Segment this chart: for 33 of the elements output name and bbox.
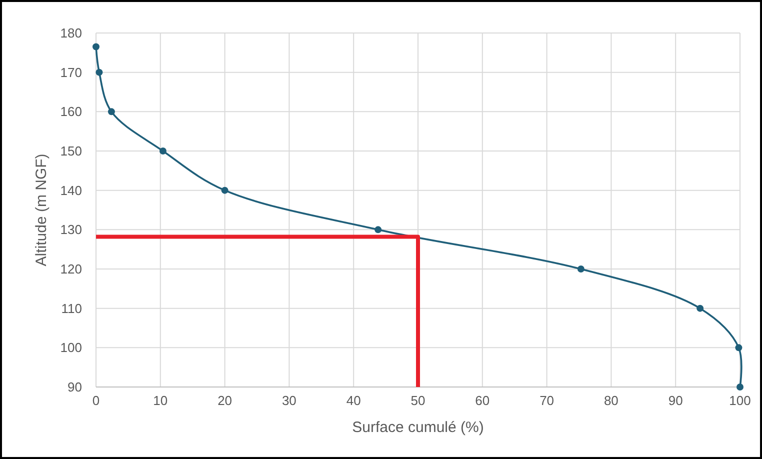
x-axis-title: Surface cumulé (%) [352,419,484,436]
y-tick-label: 150 [60,144,82,158]
x-tick-label: 10 [153,393,168,408]
x-tick-label: 50 [410,393,426,408]
point [108,108,115,116]
y-tick-label: 90 [68,380,82,394]
x-tick-label: 90 [668,393,683,408]
point [577,266,584,272]
point [374,226,382,234]
y-tick-label: 140 [60,182,82,198]
y-tick-label: 110 [61,300,82,316]
y-tick-label: 180 [60,26,82,40]
point [735,344,742,352]
y-axis-title: Altitude (m NGF) [33,154,50,266]
x-tick-label: 70 [540,393,554,408]
point [696,304,704,312]
point [221,186,228,194]
x-tick-label: 30 [282,393,296,408]
x-tick-label: 0 [92,393,100,408]
y-tick-label: 100 [60,340,82,356]
y-tick-label: 130 [60,222,82,238]
x-tick-label: 100 [729,393,751,408]
point [159,148,166,154]
x-tick-label: 40 [346,393,361,408]
x-tick-label: 80 [604,393,618,408]
point [736,384,744,390]
point [96,68,103,76]
point [92,43,100,50]
y-tick-label: 170 [60,64,82,80]
x-tick-label: 20 [218,393,232,408]
y-tick-label: 160 [60,104,82,120]
x-tick-label: 60 [475,393,490,408]
y-tick-label: 120 [60,262,82,276]
